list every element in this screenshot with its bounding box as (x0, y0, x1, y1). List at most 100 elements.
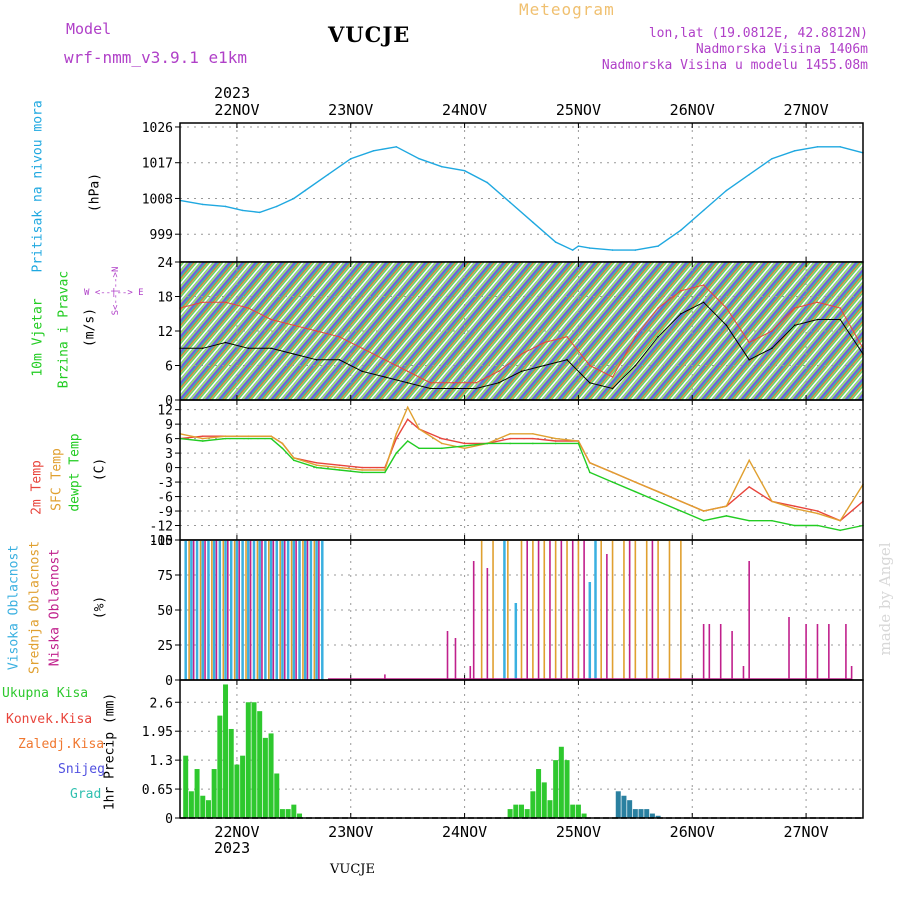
pressure-point (816, 146, 819, 148)
wind-point (497, 381, 500, 384)
precip-bar (285, 809, 291, 818)
model-label: Model (66, 20, 112, 38)
temperature-point (406, 418, 409, 421)
precip-bar (615, 791, 621, 818)
temperature-point (793, 524, 796, 527)
temperature-point (748, 519, 750, 522)
pressure-point (611, 249, 614, 251)
temperature-point (247, 435, 250, 438)
temperature-point (657, 490, 659, 493)
precip-bar (223, 684, 229, 818)
top-day-label: 27NOV (784, 101, 829, 119)
temperature-point (839, 519, 842, 522)
wind-point (634, 335, 637, 338)
temperature-point (839, 529, 842, 532)
y-tick-label: 1026 (142, 121, 173, 136)
wind-point (816, 318, 819, 321)
bottom-day-label: 23NOV (328, 823, 373, 841)
precip-bar (644, 809, 650, 818)
top-day-label: 25NOV (556, 101, 601, 119)
temperature-point (315, 461, 318, 464)
temperature-point (589, 461, 591, 464)
precip-bar (519, 804, 524, 818)
temperature-series-1 (179, 405, 864, 522)
pressure-point (258, 211, 261, 214)
y-tick-label: 6 (165, 360, 173, 375)
wind-point (771, 330, 773, 332)
pressure-point (509, 201, 511, 204)
temperature-point (247, 437, 250, 440)
temperature-point (384, 471, 386, 474)
elevation-label: Nadmorska Visina 1406m (695, 42, 868, 57)
precip-bar (188, 791, 194, 818)
wind-point (270, 347, 272, 350)
temperature-point (418, 428, 420, 430)
top-day-label: 26NOV (670, 101, 715, 119)
wind-point (839, 318, 842, 321)
bottom-day-label: 24NOV (442, 823, 487, 841)
y-tick-label: 6 (165, 433, 173, 448)
pressure-point (680, 229, 682, 232)
precip-bar (217, 715, 223, 818)
temperature-point (554, 437, 557, 440)
wind-point (566, 335, 568, 338)
precip-bar (240, 755, 246, 818)
precip-bar (274, 773, 280, 818)
pressure-point (634, 249, 637, 251)
wind-barb-field (180, 262, 863, 400)
precip-bar (251, 702, 257, 818)
bottom-year: 2023 (214, 839, 251, 857)
wind-point (247, 307, 250, 309)
wind-point (224, 341, 227, 344)
y-tick-label: 100 (150, 534, 173, 549)
y-tick-label: 0 (165, 394, 173, 409)
temperature-point (532, 442, 534, 445)
precip-bar (291, 804, 297, 818)
pressure-point (725, 189, 728, 192)
y-tick-label: -6 (157, 491, 173, 506)
temperature-point (634, 481, 637, 483)
pressure-point (349, 157, 352, 160)
panel-frame (179, 399, 864, 541)
y-tick-label: -9 (157, 505, 173, 520)
temperature-point (395, 432, 398, 435)
y-tick-label: 50 (157, 604, 173, 619)
wind-point (270, 318, 272, 321)
wind-point (839, 307, 842, 309)
pressure-point (554, 241, 557, 243)
precip-bar (575, 804, 581, 818)
precip-bar (200, 795, 206, 818)
temperature-point (509, 442, 511, 445)
legend-snow: Snijeg (58, 762, 105, 777)
temperature-point (509, 437, 511, 440)
precip-bar (262, 737, 268, 818)
temperature-point (589, 471, 591, 474)
temperature-point (793, 505, 796, 508)
precip-bar (558, 746, 564, 818)
temperature-point (338, 464, 341, 466)
temperature-point (270, 435, 272, 438)
precip-bar (655, 815, 661, 818)
pressure-point (486, 181, 489, 184)
wind-point (201, 347, 204, 350)
y-tick-label: 1.95 (142, 725, 173, 740)
wind-point (634, 364, 637, 367)
temperature-point (657, 500, 659, 503)
precip-bar (581, 813, 587, 818)
temperature-point (441, 442, 443, 445)
temperature-point (281, 447, 284, 450)
precip-bar (553, 760, 559, 818)
wind-point (315, 358, 318, 361)
wind-point (406, 370, 409, 373)
temperature-point (554, 442, 557, 445)
y-tick-label: 0 (165, 812, 173, 827)
wind-point (589, 381, 591, 384)
pressure-point (657, 245, 659, 247)
temperature-point (554, 440, 557, 442)
temperature-point (224, 437, 227, 440)
temperature-point (281, 442, 284, 445)
temperature-point (395, 452, 398, 454)
y-tick-label: 24 (157, 256, 173, 271)
precip-bar (183, 755, 189, 818)
y-tick-label: 9 (165, 418, 173, 433)
